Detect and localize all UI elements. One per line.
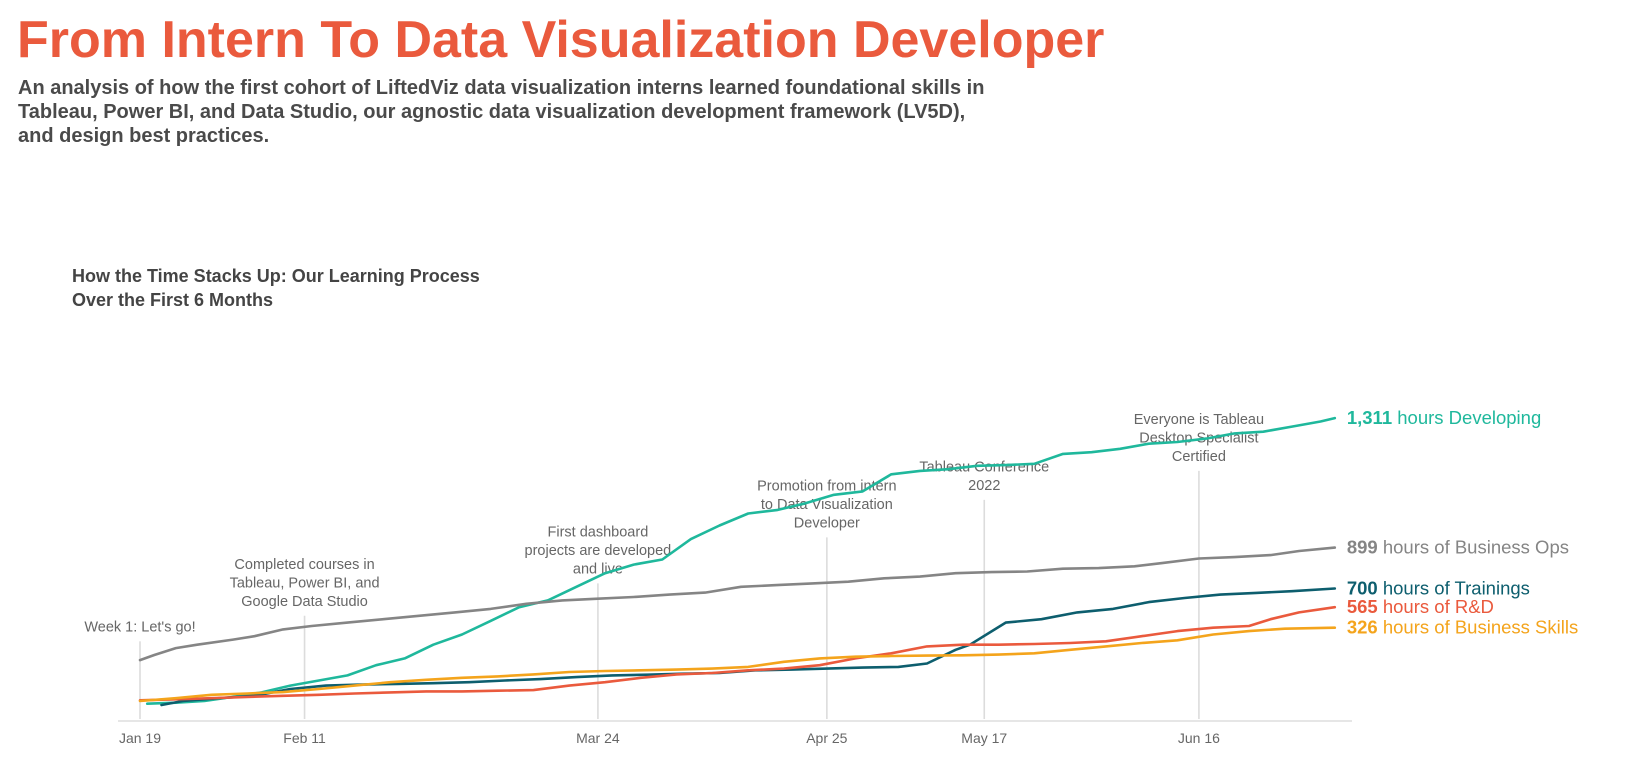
series-line [138, 605, 1337, 702]
series-end-label: 326 hours of Business Skills [1347, 617, 1578, 638]
milestone-annotation: and live [573, 561, 623, 577]
series-total: 326 [1347, 617, 1378, 638]
series-name: hours of R&D [1378, 596, 1494, 617]
milestone-annotation: Week 1: Let's go! [84, 619, 195, 635]
milestone-annotation: 2022 [968, 478, 1000, 494]
series-line [145, 416, 1337, 705]
series-total: 700 [1347, 578, 1378, 599]
series-end-label: 565 hours of R&D [1347, 596, 1494, 617]
milestone-annotation: Google Data Studio [241, 594, 368, 610]
milestone-annotation: to Data Visualization [761, 497, 893, 513]
end-label-layer: 1,311 hours Developing 899 hours of Busin… [1347, 407, 1578, 638]
series-total: 1,311 [1347, 407, 1392, 428]
series-name: hours of Business Skills [1378, 617, 1579, 638]
series-end-label: 1,311 hours Developing [1347, 407, 1541, 428]
chart-title: How the Time Stacks Up: Our Learning Pro… [72, 266, 485, 310]
milestone-annotation: Developer [794, 515, 860, 531]
x-tick-label: Feb 11 [283, 730, 326, 746]
x-axis-ticks: Jan 19 Feb 11 Mar 24 Apr 25 May 17 Jun 16 [119, 730, 1220, 746]
page-subtitle: An analysis of how the first cohort of L… [18, 77, 985, 147]
series-total: 899 [1347, 537, 1378, 558]
milestone-annotation: Promotion from intern [757, 478, 896, 494]
series-layer [138, 416, 1337, 707]
x-tick-label: Mar 24 [576, 730, 620, 746]
series-name: hours Developing [1392, 407, 1541, 428]
milestone-annotation: Tableau Conference [919, 459, 1049, 475]
milestone-annotation: Certified [1172, 449, 1226, 465]
milestone-annotation: Tableau, Power BI, and [230, 575, 380, 591]
x-tick-label: Jun 16 [1178, 730, 1220, 746]
series-line [138, 546, 1337, 662]
series-name: hours of Business Ops [1378, 537, 1569, 558]
chart-title-line-1: How the Time Stacks Up: Our Learning Pro… [72, 266, 480, 286]
milestone-annotation: Everyone is Tableau [1134, 412, 1264, 428]
series-end-label: 700 hours of Trainings [1347, 578, 1530, 599]
x-tick-label: Jan 19 [119, 730, 161, 746]
series-name: hours of Trainings [1378, 578, 1530, 599]
chart-title-line-2: Over the First 6 Months [72, 290, 273, 310]
series-line [138, 626, 1337, 703]
page-title: From Intern To Data Visualization Develo… [17, 11, 1105, 69]
milestone-annotation: Completed courses in [234, 557, 374, 573]
milestone-annotation: First dashboard [548, 524, 649, 540]
series-total: 565 [1347, 596, 1378, 617]
x-tick-label: Apr 25 [806, 730, 847, 746]
series-end-label: 899 hours of Business Ops [1347, 537, 1569, 558]
milestone-annotation: projects are developed [525, 543, 672, 559]
x-tick-label: May 17 [961, 730, 1007, 746]
